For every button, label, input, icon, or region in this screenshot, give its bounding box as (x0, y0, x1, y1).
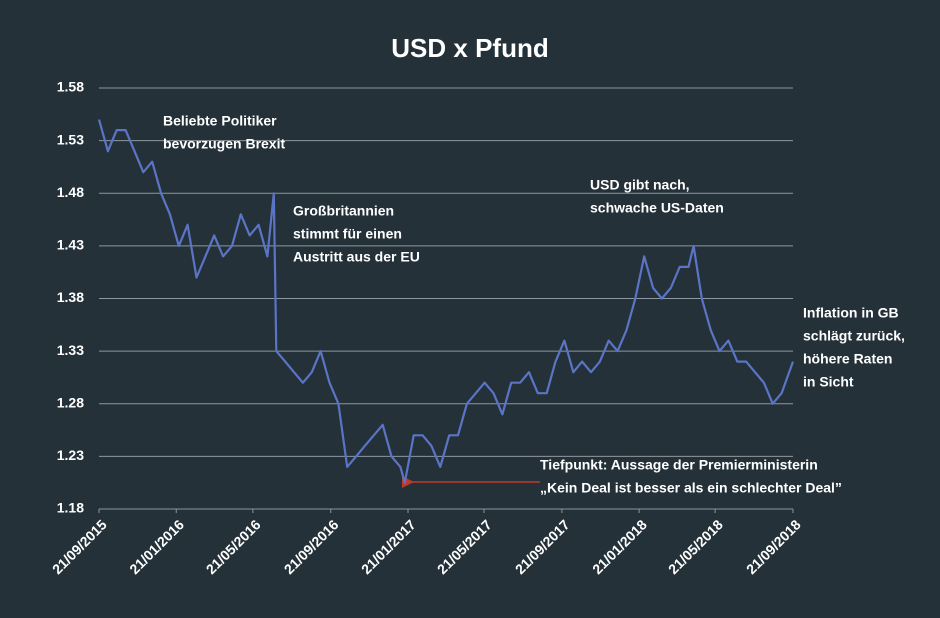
annotation: stimmt für einen (293, 226, 402, 242)
annotation: Beliebte Politiker (163, 113, 277, 129)
y-tick-label: 1.48 (57, 184, 84, 200)
annotation: Austritt aus der EU (293, 249, 420, 265)
chart-title: USD x Pfund (391, 33, 548, 63)
annotation: Inflation in GB (803, 305, 899, 321)
annotation: „Kein Deal ist besser als ein schlechter… (540, 480, 842, 496)
annotation: in Sicht (803, 374, 854, 390)
y-tick-label: 1.23 (57, 447, 84, 463)
annotation: schwache US-Daten (590, 200, 724, 216)
annotation: schlägt zurück, (803, 328, 905, 344)
annotation: Großbritannien (293, 203, 394, 219)
y-tick-label: 1.28 (57, 394, 84, 410)
data-line (97, 119, 795, 484)
annotation: USD gibt nach, (590, 177, 690, 193)
annotation: höhere Raten (803, 351, 892, 367)
y-tick-label: 1.53 (57, 131, 84, 147)
y-tick-label: 1.43 (57, 237, 84, 253)
y-tick-label: 1.58 (57, 79, 84, 95)
annotation: bevorzugen Brexit (163, 136, 285, 152)
y-tick-label: 1.38 (57, 289, 84, 305)
y-tick-label: 1.18 (57, 500, 84, 516)
y-tick-label: 1.33 (57, 342, 84, 358)
annotation: Tiefpunkt: Aussage der Premierministerin (540, 457, 818, 473)
